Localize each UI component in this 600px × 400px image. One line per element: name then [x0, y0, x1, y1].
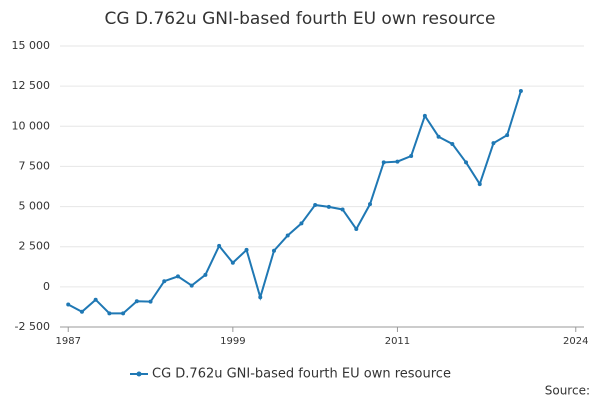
data-point: [203, 272, 208, 277]
x-tick-label: 1999: [220, 336, 245, 347]
data-point: [395, 159, 400, 164]
data-point: [354, 227, 359, 232]
data-point: [299, 221, 304, 226]
data-point: [381, 160, 386, 165]
data-point: [518, 88, 523, 93]
data-point: [66, 302, 71, 307]
y-tick-label: 12 500: [12, 79, 51, 92]
data-point: [93, 297, 98, 302]
x-tick-label: 2011: [385, 336, 410, 347]
y-tick-label: 10 000: [12, 119, 51, 132]
data-point: [477, 182, 482, 187]
chart-title: CG D.762u GNI-based fourth EU own resour…: [105, 9, 496, 29]
source: Source:: [545, 384, 590, 398]
data-point: [326, 204, 331, 209]
x-tick-label: 2024: [563, 336, 588, 347]
y-tick-label: 0: [43, 280, 50, 293]
data-point: [79, 309, 84, 314]
x-tick-label: 1987: [56, 336, 81, 347]
data-point: [450, 141, 455, 146]
data-point: [175, 274, 180, 279]
data-point: [244, 247, 249, 252]
data-point: [121, 311, 126, 316]
y-tick-label: 2 500: [19, 240, 51, 253]
data-point: [340, 207, 345, 212]
data-point: [464, 160, 469, 165]
y-tick-label: -2 500: [15, 320, 50, 333]
data-point: [422, 113, 427, 118]
data-point: [368, 202, 373, 207]
data-point: [148, 299, 153, 304]
data-point: [436, 134, 441, 139]
y-tick-label: 7 500: [19, 159, 51, 172]
y-tick-label: 5 000: [19, 200, 51, 213]
data-point: [189, 283, 194, 288]
data-point: [285, 233, 290, 238]
data-point: [491, 141, 496, 146]
data-line: [67, 90, 522, 315]
data-point: [271, 248, 276, 253]
data-point: [505, 133, 510, 138]
data-point: [409, 153, 414, 158]
data-point: [230, 260, 235, 265]
data-point: [217, 243, 222, 248]
data-point: [162, 279, 167, 284]
data-point: [107, 311, 112, 316]
data-point: [313, 202, 318, 207]
y-tick-label: 15 000: [12, 39, 51, 52]
legend-marker: [136, 371, 142, 377]
legend-label: CG D.762u GNI-based fourth EU own resour…: [152, 367, 451, 382]
data-point: [258, 295, 263, 300]
data-point: [134, 299, 139, 304]
